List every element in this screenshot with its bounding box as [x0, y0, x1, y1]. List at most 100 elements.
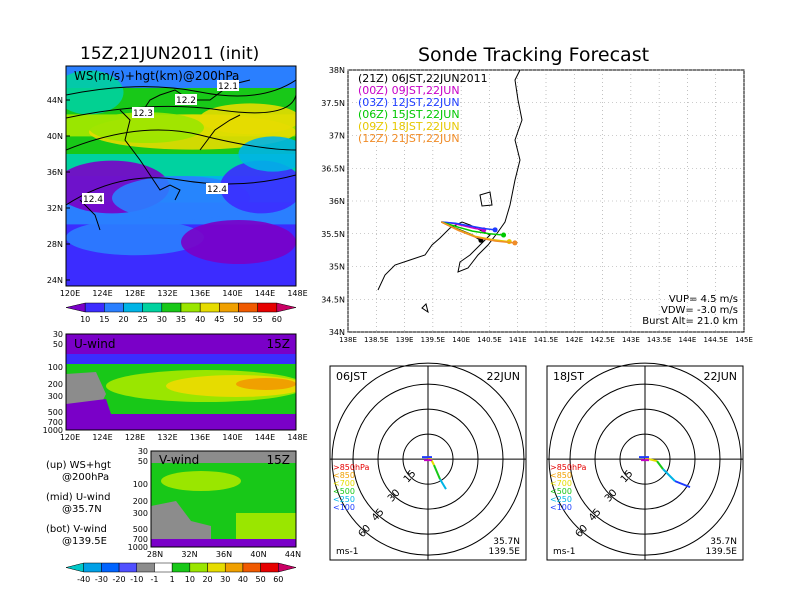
- wind-colorbar-label: -30: [95, 575, 108, 584]
- ws-colorbar-label: 40: [195, 315, 205, 324]
- vwind-y-tick: 100: [133, 480, 148, 489]
- vwind-y-tick: 50: [138, 457, 148, 466]
- ws-colorbar-swatch: [219, 302, 239, 313]
- hodograph-level-label: >850hPa: [550, 463, 587, 472]
- map-frame: [65, 65, 297, 287]
- map-lat-tick: 44N: [47, 96, 63, 105]
- ws-colorbar-swatch: [180, 302, 201, 313]
- uwind-x-tick: 136E: [190, 433, 210, 442]
- contour-label-bg: [132, 107, 154, 118]
- map-lon-tick: 124E: [92, 289, 112, 298]
- track-end-point: [501, 232, 507, 238]
- coastline: [79, 79, 251, 231]
- wind-colorbar-label: 40: [238, 575, 248, 584]
- vwind-x-tick: 32N: [181, 550, 197, 559]
- wind-colorbar-label: 50: [256, 575, 266, 584]
- ws-colorbar-label: 20: [118, 315, 128, 324]
- uwind-x-tick: 124E: [92, 433, 112, 442]
- track-line: [441, 221, 496, 231]
- track-param: VDW= -3.0 m/s: [661, 305, 738, 316]
- ws-blob: [199, 103, 296, 135]
- contour-label: 12.2: [176, 96, 196, 106]
- uwind-frame: [65, 333, 297, 431]
- ws-blob: [181, 220, 296, 264]
- track-lat-tick: 34.5N: [321, 295, 345, 304]
- track-lon-tick: 145E: [735, 336, 753, 344]
- uwind-x-tick: 148E: [287, 433, 307, 442]
- contour-line: [66, 129, 296, 151]
- uwind-y-tick: 200: [48, 380, 63, 389]
- wind-colorbar-label: -10: [130, 575, 143, 584]
- hodograph-time: 18JST: [553, 370, 584, 383]
- vwind-frame: [150, 450, 297, 548]
- uwind-label: U-wind: [74, 337, 115, 351]
- hodograph-level-label: <500: [550, 487, 572, 496]
- contour-label: 12.4: [207, 185, 227, 195]
- wind-colorbar-swatch: [224, 562, 244, 573]
- vwind-x-tick: 36N: [216, 550, 232, 559]
- island: [421, 303, 429, 314]
- track-line: [441, 221, 504, 236]
- hodograph-loc-lat: 35.7N: [493, 537, 520, 547]
- contour-line: [66, 174, 296, 206]
- hodograph-trace: [433, 464, 441, 480]
- right-title: Sonde Tracking Forecast: [418, 44, 650, 66]
- track-coast: [377, 70, 523, 314]
- hodograph-level-label: <850: [550, 471, 572, 480]
- track-lon-tick: 142.5E: [590, 336, 614, 344]
- track-lat-tick: 38N: [329, 66, 345, 75]
- contour-label-bg: [175, 94, 197, 105]
- hodograph-loc-lon: 139.5E: [489, 547, 521, 557]
- hodograph-units: ms-1: [553, 547, 575, 557]
- uwind-time: 15Z: [267, 337, 291, 351]
- wind-colorbar-swatch: [207, 562, 226, 573]
- track-lon-tick: 138.5E: [364, 336, 388, 344]
- note-line-b: @200hPa: [62, 472, 109, 483]
- hodograph-level-label: <700: [333, 479, 355, 488]
- uwind-y-tick: 50: [53, 340, 63, 349]
- vwind-x-tick: 44N: [285, 550, 301, 559]
- wind-colorbar-swatch: [101, 562, 120, 573]
- ws-colorbar-swatch: [104, 302, 124, 313]
- hodograph-level-label: <500: [333, 487, 355, 496]
- vwind-x-tick: 28N: [147, 550, 163, 559]
- wind-colorbar-swatch: [189, 562, 208, 573]
- track-param: VUP= 4.5 m/s: [669, 294, 738, 305]
- uwind-y-tick: 100: [48, 363, 63, 372]
- track-lon-tick: 143.5E: [647, 336, 671, 344]
- wind-colorbar-label: 60: [273, 575, 283, 584]
- hodograph-trace: [662, 468, 676, 482]
- ws-colorbar-swatch: [161, 302, 182, 313]
- track-frame: [347, 69, 745, 333]
- uwind-y-tick: 300: [48, 392, 63, 401]
- track-lon-tick: 144.5E: [703, 336, 727, 344]
- map-overlay-label: WS(m/s)+hgt(km)@200hPa: [74, 69, 239, 83]
- hodograph-time: 06JST: [336, 370, 367, 383]
- wind-colorbar-swatch: [242, 562, 261, 573]
- ws-blob: [89, 112, 204, 143]
- track-legend-entry: (12Z) 21JST,22JUN: [358, 132, 460, 145]
- contour-label: 12.3: [133, 109, 153, 119]
- vwind-field: [151, 451, 296, 547]
- ws-colorbar-label: 50: [233, 315, 243, 324]
- vwind-x-tick: 40N: [250, 550, 266, 559]
- contour-line: [66, 94, 296, 119]
- vwind-terrain-gray: [151, 501, 211, 547]
- contour-label-bg: [217, 80, 239, 91]
- map-lon-tick: 140E: [222, 289, 242, 298]
- track-legend-entry: (00Z) 09JST,22JUN: [358, 84, 460, 97]
- uwind-x-tick: 128E: [125, 433, 145, 442]
- note-line-a: (up) WS+hgt: [46, 460, 111, 471]
- map-lat-tick: 40N: [47, 132, 63, 141]
- contour-label-bg: [206, 183, 228, 194]
- note-line-a: (mid) U-wind: [46, 492, 110, 503]
- hodograph-trace: [674, 480, 691, 489]
- contour-line: [66, 79, 296, 97]
- wind-colorbar-swatch: [65, 562, 84, 573]
- hodograph-loc-lon: 139.5E: [706, 547, 738, 557]
- wind-colorbar-swatch: [136, 562, 155, 573]
- map-lon-tick: 128E: [125, 289, 145, 298]
- uwind-x-tick: 132E: [157, 433, 177, 442]
- ws-map-field: 12.1 12.2 12.3 12.4 12.4: [66, 66, 296, 286]
